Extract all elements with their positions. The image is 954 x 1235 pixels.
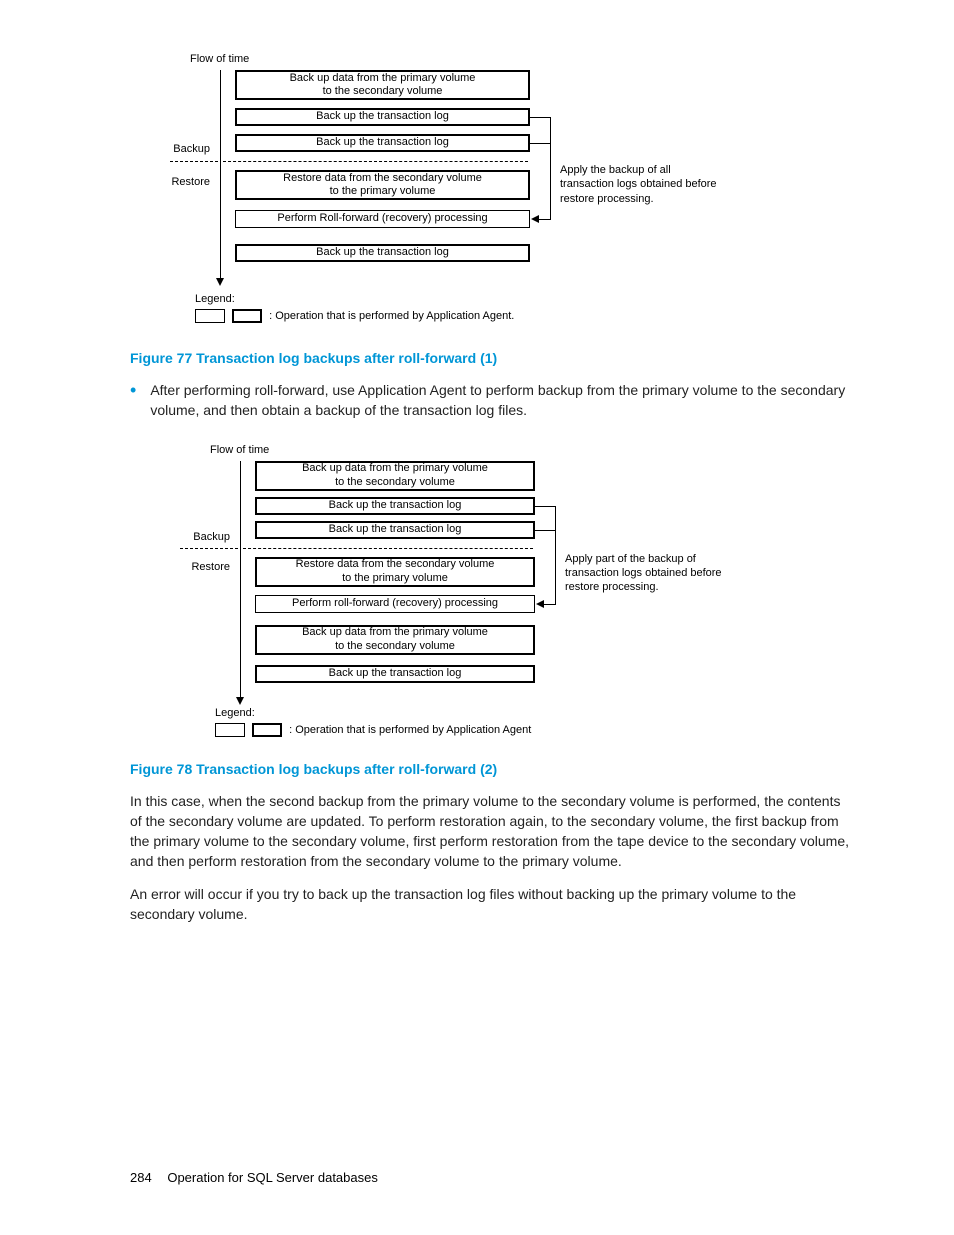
connector-h2: [530, 143, 550, 144]
time-arrow-head-2: [236, 697, 244, 705]
connector-h3: [538, 219, 551, 220]
conn78-h1: [535, 506, 555, 507]
f78-s7: Back up the transaction log: [255, 665, 535, 683]
legend-box-thin: [195, 309, 225, 323]
legend-title-2: Legend:: [215, 707, 531, 719]
paragraph-b: An error will occur if you try to back u…: [130, 884, 854, 925]
side-note-78: Apply part of the backup of transaction …: [565, 552, 730, 595]
f78-s5: Perform roll-forward (recovery) processi…: [255, 595, 535, 613]
legend-title: Legend:: [195, 293, 514, 305]
f78-s3: Back up the transaction log: [255, 521, 535, 539]
legend-box-thick: [232, 309, 262, 323]
time-arrow-head: [216, 278, 224, 286]
restore-phase-label-2: Restore: [180, 561, 230, 573]
figure-78-diagram: Flow of time Backup Restore Back up data…: [180, 439, 854, 749]
footer-title: Operation for SQL Server databases: [167, 1170, 378, 1185]
dashed-sep-2a: [180, 548, 238, 549]
connector-v: [550, 117, 551, 220]
figure-78-caption: Figure 78 Transaction log backups after …: [130, 761, 854, 777]
f78-s4: Restore data from the secondary volume t…: [255, 557, 535, 587]
figure-77-diagram: Flow of time Backup Restore Back up data…: [160, 48, 854, 338]
step-rollforward: Perform Roll-forward (recovery) processi…: [235, 210, 530, 228]
time-arrow-shaft-2: [240, 461, 241, 699]
conn78-h2: [535, 530, 555, 531]
conn78-v: [555, 506, 556, 604]
paragraph-a: In this case, when the second backup fro…: [130, 791, 854, 872]
step-backup-log-2: Back up the transaction log: [235, 134, 530, 152]
backup-phase-label: Backup: [160, 143, 210, 155]
dashed-separator-top: [170, 161, 218, 162]
restore-phase-label: Restore: [160, 176, 210, 188]
bullet-after-fig77: • After performing roll-forward, use App…: [130, 380, 854, 421]
page-number: 284: [130, 1170, 152, 1185]
page-footer: 284 Operation for SQL Server databases: [130, 1170, 378, 1185]
dashed-separator-bottom: [223, 161, 528, 162]
step-backup-log-1: Back up the transaction log: [235, 108, 530, 126]
backup-phase-label-2: Backup: [180, 531, 230, 543]
legend-78: Legend: : Operation that is performed by…: [215, 707, 531, 737]
conn78-arrow: [536, 600, 544, 608]
bullet-text: After performing roll-forward, use Appli…: [150, 380, 854, 421]
flow-of-time-label-2: Flow of time: [210, 444, 269, 456]
f78-s1: Back up data from the primary volume to …: [255, 461, 535, 491]
f78-s6: Back up data from the primary volume to …: [255, 625, 535, 655]
step-backup-log-3: Back up the transaction log: [235, 244, 530, 262]
legend-box-thick-2: [252, 723, 282, 737]
f78-s2: Back up the transaction log: [255, 497, 535, 515]
dashed-sep-2b: [243, 548, 533, 549]
time-arrow-shaft: [220, 70, 221, 280]
step-backup-primary: Back up data from the primary volume to …: [235, 70, 530, 100]
side-note-77: Apply the backup of all transaction logs…: [560, 163, 720, 206]
conn78-h3: [543, 604, 556, 605]
legend-text-2: : Operation that is performed by Applica…: [289, 724, 531, 736]
connector-arrow: [531, 215, 539, 223]
connector-h1: [530, 117, 550, 118]
flow-of-time-label: Flow of time: [190, 53, 249, 65]
legend-text: : Operation that is performed by Applica…: [269, 310, 514, 322]
legend-box-thin-2: [215, 723, 245, 737]
bullet-icon: •: [130, 380, 136, 421]
legend-77: Legend: : Operation that is performed by…: [195, 293, 514, 323]
step-restore-data: Restore data from the secondary volume t…: [235, 170, 530, 200]
figure-77-caption: Figure 77 Transaction log backups after …: [130, 350, 854, 366]
